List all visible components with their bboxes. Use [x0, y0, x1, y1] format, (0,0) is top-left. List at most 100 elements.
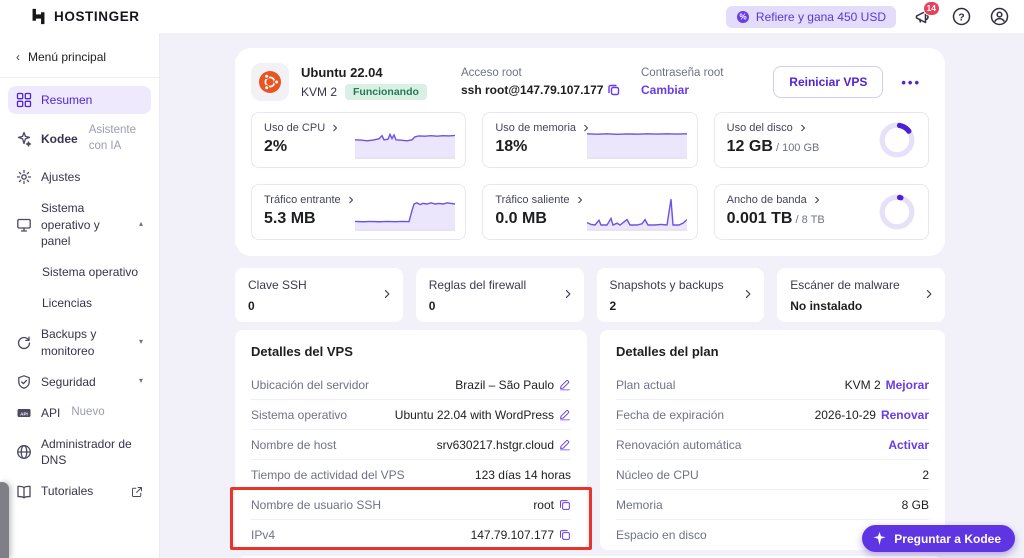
edit-button[interactable] [559, 379, 571, 391]
edit-button[interactable] [559, 439, 571, 451]
metric-value: 5.3 MB [264, 210, 316, 227]
detail-value: 147.79.107.177 [470, 528, 554, 542]
detail-label: Espacio en disco [616, 528, 707, 542]
quick-card-label: Escáner de malware [790, 278, 900, 292]
detail-row-ubicaci-n-del-servidor: Ubicación del servidor Brazil – São Paulo [251, 370, 571, 400]
referral-button[interactable]: % Refiere y gana 450 USD [725, 5, 896, 28]
metric-sparkline [586, 123, 687, 159]
sidebar-item-label: Resumen [41, 93, 93, 107]
chevron-right-icon [815, 196, 819, 204]
detail-label: Fecha de expiración [616, 407, 725, 422]
metric-label: Uso del disco [726, 122, 793, 134]
sidebar-item-sistema-operativo[interactable]: Sistema operativo [8, 258, 151, 286]
chevron-right-icon [800, 124, 805, 132]
plan-name: KVM 2 [301, 84, 338, 99]
sidebar-nav: Resumen Kodee Asistente con IA Ajustes Siste… [0, 86, 159, 506]
book-icon [17, 485, 31, 498]
detail-value: srv630217.hstgr.cloud [436, 437, 554, 452]
quick-card-esc-ner-de-malware[interactable]: Escáner de malware No instalado [777, 268, 945, 322]
mejorar-link[interactable]: Mejorar [885, 377, 929, 392]
chevron-down-icon: ▾ [138, 337, 143, 347]
metric-tile-uso-de-cpu[interactable]: Uso de CPU 2% [251, 112, 467, 168]
detail-value: 123 días 14 horas [474, 467, 571, 482]
detail-row-plan-actual: Plan actual KVM 2 Mejorar [616, 370, 929, 400]
quick-card-reglas-del-firewall[interactable]: Reglas del firewall 0 [415, 268, 584, 322]
quick-card-snapshots-y-backups[interactable]: Snapshots y backups 2 [596, 268, 765, 322]
more-options-button[interactable]: ••• [901, 74, 921, 90]
quick-card-label: Snapshots y backups [609, 278, 724, 292]
back-to-main-menu[interactable]: ‹ Menú principal [0, 33, 159, 77]
account-button[interactable] [988, 6, 1010, 28]
percent-badge-icon: % [736, 10, 749, 23]
renovar-link[interactable]: Renovar [880, 407, 929, 422]
detail-label: IPv4 [251, 528, 276, 542]
root-password-label: Contraseña root [641, 67, 724, 79]
copy-ssh-button[interactable] [608, 84, 620, 96]
sidebar-item-resumen[interactable]: Resumen [8, 86, 151, 115]
restart-vps-button[interactable]: Reiniciar VPS [773, 66, 884, 98]
chevron-right-icon [333, 124, 338, 132]
root-access-label: Acceso root [461, 67, 522, 79]
detail-value: root [533, 497, 554, 512]
chevron-right-icon [565, 290, 570, 298]
sidebar-item-label: Administrador de DNS [41, 437, 132, 468]
quick-card-value: 0 [248, 299, 255, 313]
sidebar-item-label: API [41, 405, 61, 420]
activar-link[interactable]: Activar [888, 437, 929, 452]
chevron-left-icon: ‹ [16, 50, 20, 64]
change-password-link[interactable]: Cambiar [641, 83, 690, 97]
metric-tile-uso-de-memoria[interactable]: Uso de memoria 18% [482, 112, 698, 168]
copy-icon [560, 530, 570, 540]
ask-kodee-button[interactable]: Preguntar a Kodee [862, 525, 1015, 552]
announcements-button[interactable]: 14 [912, 0, 940, 28]
copy-button[interactable] [559, 499, 571, 511]
detail-value: Ubuntu 22.04 with WordPress [394, 407, 554, 422]
plan-details-rows: Plan actual KVM 2 Mejorar Fecha de expiraci… [616, 370, 929, 550]
metric-value: 0.001 TB [726, 210, 793, 227]
feedback-tab[interactable] [0, 482, 9, 558]
kodee-sparkle-icon [873, 532, 886, 545]
metric-donut [879, 194, 915, 230]
sidebar-item-label: Seguridad [41, 374, 96, 389]
detail-label: Sistema operativo [251, 407, 348, 422]
metric-sparkline [355, 195, 456, 231]
main-area: Ubuntu 22.04 KVM 2 Funcionando Acceso ro… [160, 33, 1024, 558]
detail-row-n-cleo-de-cpu: Núcleo de CPU 2 [616, 460, 929, 490]
quick-card-clave-ssh[interactable]: Clave SSH 0 [235, 268, 403, 322]
person-icon [990, 7, 1008, 26]
referral-label: Refiere y gana 450 USD [755, 9, 886, 24]
metrics-grid: Uso de CPU 2% Uso de memoria 18% Uso del dis… [251, 112, 929, 240]
monitor-icon [17, 218, 31, 232]
copy-button[interactable] [559, 529, 571, 541]
metric-value: 18% [495, 138, 528, 155]
sidebar-item-licencias[interactable]: Licencias [8, 289, 151, 317]
vps-header: Ubuntu 22.04 KVM 2 Funcionando Acceso ro… [251, 56, 929, 108]
metric-tile-tr-fico-saliente[interactable]: Tráfico saliente 0.0 MB [482, 184, 698, 240]
sidebar-item-backups-y-monitoreo[interactable]: Backups y monitoreo ▾ [8, 320, 151, 364]
metric-total: / 100 GB [772, 142, 820, 154]
sidebar-item-tutoriales[interactable]: Tutoriales [8, 477, 151, 505]
help-button[interactable]: ? [950, 6, 972, 28]
metric-tile-ancho-de-banda[interactable]: Ancho de banda 0.001 TB / 8 TB [713, 184, 929, 240]
sidebar-item-api[interactable]: API API Nuevo [8, 399, 151, 427]
vps-details-rows: Ubicación del servidor Brazil – São Paulo… [251, 370, 571, 550]
sidebar-item-label: Backups y monitoreo [41, 327, 97, 358]
metric-total: / 8 TB [792, 214, 825, 226]
sidebar-item-seguridad[interactable]: Seguridad ▾ [8, 368, 151, 396]
question-icon: ? [952, 7, 970, 26]
metric-tile-uso-del-disco[interactable]: Uso del disco 12 GB / 100 GB [713, 112, 929, 168]
metric-label: Uso de CPU [264, 122, 326, 134]
sidebar-item-sistema-operativo-y-panel[interactable]: Sistema operativo y panel ▴ [8, 194, 151, 255]
edit-button[interactable] [559, 409, 571, 421]
detail-value: KVM 2 [844, 377, 881, 392]
sidebar-item-administrador-de-dns[interactable]: Administrador de DNS [8, 430, 151, 474]
sidebar-item-ajustes[interactable]: Ajustes [8, 163, 151, 191]
hostinger-logo[interactable]: HOSTINGER [30, 8, 140, 25]
sidebar-item-label: Licencias [42, 296, 93, 311]
detail-value: 2 [922, 467, 929, 482]
sidebar-item-label: Kodee [41, 131, 78, 146]
sidebar-item-kodee[interactable]: Kodee Asistente con IA [8, 117, 151, 160]
detail-row-sistema-operativo: Sistema operativo Ubuntu 22.04 with WordP… [251, 400, 571, 430]
metric-tile-tr-fico-entrante[interactable]: Tráfico entrante 5.3 MB [251, 184, 467, 240]
metric-donut [879, 122, 915, 158]
